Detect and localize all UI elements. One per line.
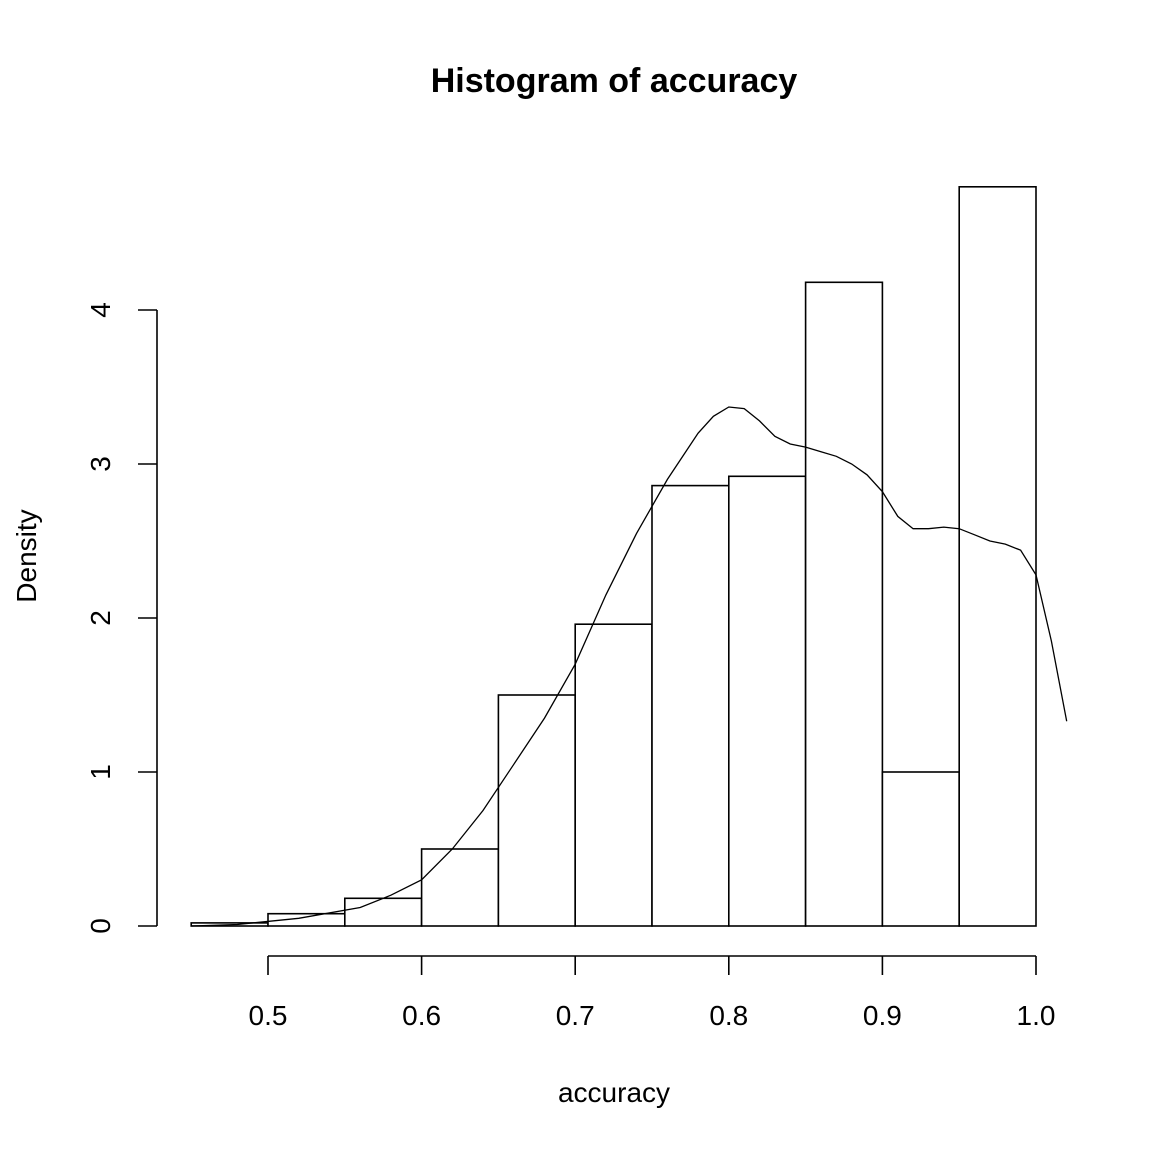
y-tick-label: 4 xyxy=(85,302,116,318)
x-axis-label: accuracy xyxy=(558,1077,670,1108)
y-tick-label: 2 xyxy=(85,610,116,626)
chart-title: Histogram of accuracy xyxy=(431,62,798,100)
density-curve xyxy=(191,406,1068,927)
y-axis: 0 1 2 3 4 xyxy=(85,302,158,934)
histogram-bar-9 xyxy=(881,771,961,927)
histogram-bar-10 xyxy=(958,186,1037,927)
histogram-bar-7 xyxy=(727,475,807,927)
x-tick-label: 1.0 xyxy=(1017,1000,1056,1031)
x-axis: 0.5 0.6 0.7 0.8 0.9 1.0 xyxy=(249,955,1056,1031)
histogram-bar-6 xyxy=(651,484,730,927)
x-tick-label: 0.7 xyxy=(556,1000,595,1031)
x-tick-label: 0.8 xyxy=(709,1000,748,1031)
histogram-bar-8 xyxy=(804,281,884,927)
x-tick-label: 0.9 xyxy=(863,1000,902,1031)
x-tick-label: 0.6 xyxy=(402,1000,441,1031)
histogram-bar-4 xyxy=(497,694,576,927)
histogram-bar-5 xyxy=(574,623,653,927)
histogram-bar-2 xyxy=(343,897,423,927)
x-tick-label: 0.5 xyxy=(249,1000,288,1031)
y-axis-label: Density xyxy=(11,509,42,602)
histogram-bar-3 xyxy=(420,848,500,927)
histogram-bars xyxy=(190,186,1037,927)
y-tick-label: 0 xyxy=(85,918,116,934)
y-tick-label: 1 xyxy=(85,764,116,780)
y-tick-label: 3 xyxy=(85,456,116,472)
